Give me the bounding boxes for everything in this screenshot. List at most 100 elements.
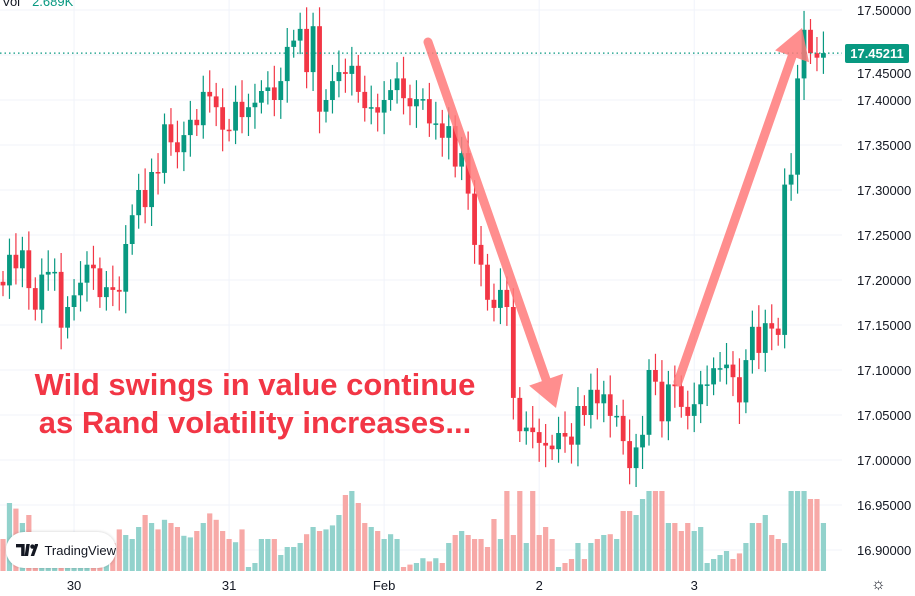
candle-body: [685, 406, 691, 416]
candle-body: [342, 72, 348, 74]
volume-bar: [775, 539, 781, 571]
volume-bar: [226, 539, 232, 571]
candle-body: [749, 326, 755, 361]
volume-bar: [232, 542, 239, 571]
candle-body: [220, 107, 226, 130]
candle-body: [478, 244, 484, 265]
candle-body: [194, 119, 200, 126]
volume-bar: [336, 515, 342, 571]
volume-bar: [646, 491, 652, 571]
candle-body: [620, 415, 626, 442]
y-tick-label: 17.35000: [857, 138, 911, 153]
candle-body: [491, 299, 497, 308]
candle-body: [355, 65, 361, 92]
volume-bar: [465, 535, 471, 571]
volume-bar: [258, 539, 264, 571]
volume-bar: [284, 547, 290, 571]
candle-body: [517, 397, 523, 432]
candle-body: [19, 250, 25, 269]
candle-body: [304, 28, 310, 73]
candle-body: [349, 65, 355, 74]
candle-body: [336, 72, 342, 82]
volume-bar: [323, 529, 329, 571]
candle-body: [627, 441, 633, 469]
volume-bar: [691, 531, 697, 571]
volume-bar: [730, 559, 736, 571]
volume-bar: [362, 523, 368, 571]
candles: [0, 7, 826, 487]
candle-body: [368, 107, 374, 109]
tradingview-logo[interactable]: TradingView: [6, 532, 116, 568]
candle-body: [485, 264, 490, 300]
volume-bar: [239, 529, 245, 571]
annotation-arrows: [423, 28, 810, 408]
volume-bar: [342, 495, 348, 571]
volume-bar: [814, 499, 820, 571]
volume-bar: [711, 559, 717, 571]
candle-body: [614, 415, 620, 418]
volume-bar: [704, 563, 710, 571]
candle-body: [601, 394, 607, 404]
volume-bar: [659, 491, 665, 571]
volume-bar: [207, 513, 213, 571]
candle-body: [0, 281, 6, 286]
volume-bar: [174, 527, 181, 571]
candle-body: [323, 100, 329, 112]
volume-bar: [562, 563, 568, 571]
candle-body: [84, 264, 90, 283]
x-tick-label: 30: [67, 578, 81, 593]
volume-bar: [807, 499, 814, 571]
candle-body: [562, 433, 568, 437]
candle-body: [575, 406, 581, 445]
candle-body: [646, 370, 652, 435]
candle-body: [155, 172, 161, 174]
candle-body: [7, 254, 12, 286]
candle-body: [420, 99, 426, 101]
candle-body: [71, 295, 77, 307]
y-tick-label: 17.30000: [857, 183, 911, 198]
candle-body: [439, 123, 445, 138]
candle-body: [200, 91, 206, 126]
candle-body: [498, 289, 503, 308]
time-axis[interactable]: 30 31 Feb 2 3: [67, 578, 698, 593]
y-tick-label: 17.25000: [857, 228, 911, 243]
candle-body: [678, 386, 684, 407]
settings-gear-icon[interactable]: ☼: [871, 576, 886, 593]
candle-body: [252, 102, 258, 108]
volume-bar: [316, 531, 323, 571]
price-axis[interactable]: 17.50000 17.45000 17.40000 17.35000 17.30000…: [857, 3, 911, 558]
volume-bar: [291, 547, 297, 571]
candle-body: [110, 287, 116, 290]
candle-body: [45, 271, 51, 275]
volume-bar: [523, 543, 529, 571]
candle-body: [743, 360, 749, 403]
volume-bar: [310, 527, 316, 571]
y-tick-label: 16.90000: [857, 543, 911, 558]
candle-body: [788, 174, 794, 185]
volume-bar: [446, 543, 452, 571]
candle-body: [116, 289, 122, 292]
candle-body: [265, 87, 271, 91]
candle-body: [65, 307, 70, 328]
candle-body: [549, 445, 555, 450]
volume-bar: [478, 539, 484, 571]
candle-body: [226, 129, 232, 132]
volume-bar: [820, 523, 827, 571]
candle-body: [459, 153, 465, 167]
volume-bar: [136, 527, 142, 571]
volume-bar: [614, 539, 620, 571]
volume-bar: [510, 535, 516, 571]
candle-body: [97, 268, 103, 298]
candle-body: [187, 119, 193, 136]
candle-body: [162, 124, 167, 173]
volume-bar: [672, 523, 678, 571]
candle-body: [556, 433, 561, 450]
volume-bar: [555, 567, 562, 571]
volume-bar: [723, 551, 730, 571]
candle-body: [594, 389, 600, 404]
volume-bar: [665, 523, 671, 571]
volume-bar: [568, 559, 575, 571]
volume-bar: [607, 534, 613, 571]
candle-body: [472, 193, 477, 245]
candle-body: [530, 427, 536, 433]
